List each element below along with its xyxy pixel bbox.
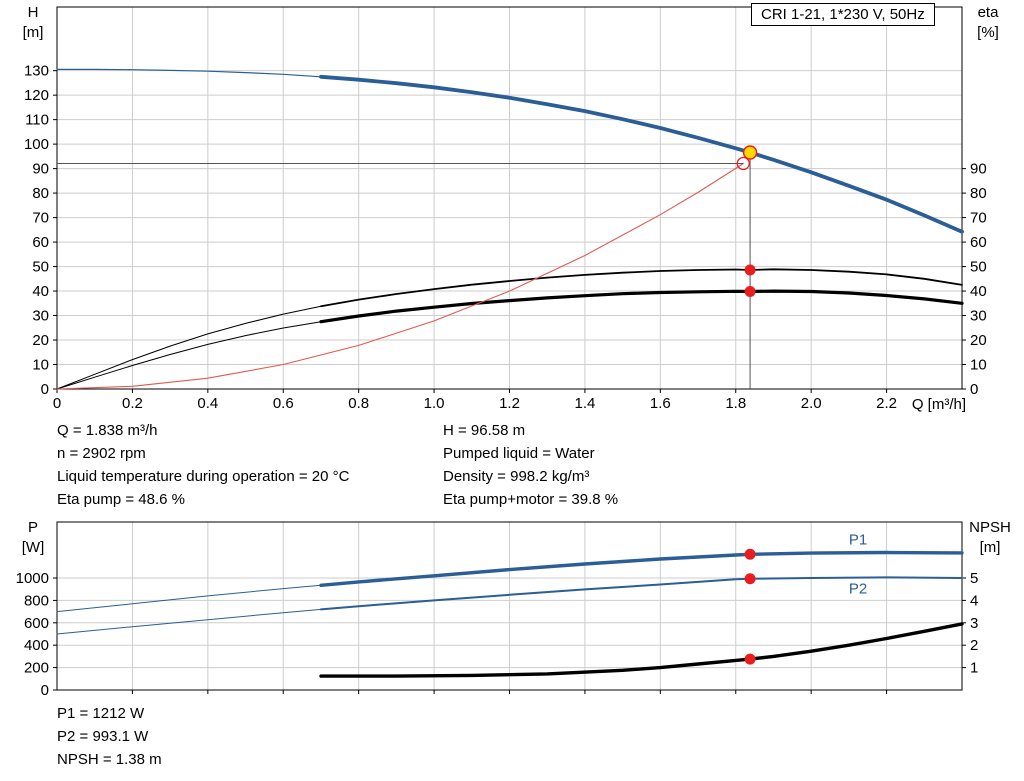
tick-label: 0 (970, 381, 978, 398)
duty-marker-red (744, 548, 756, 560)
tick-label: 600 (24, 615, 49, 632)
tick-label: 1000 (16, 570, 49, 587)
tick-label: 4 (970, 592, 978, 609)
duty-marker-red (744, 264, 756, 276)
npsh-axis-unit: [m] (979, 539, 1001, 556)
tick-label: 0.8 (348, 395, 369, 412)
tick-label: 1.6 (650, 395, 671, 412)
tick-label: 130 (24, 63, 49, 80)
series-label-P2: P2 (849, 581, 867, 598)
gridlines (57, 522, 962, 690)
tick-label: 800 (24, 592, 49, 609)
tick-label: 2.0 (801, 395, 822, 412)
tick-label: 0.6 (273, 395, 294, 412)
tick-label: 10 (970, 357, 987, 374)
info-q: Q = 1.838 m³/h (57, 422, 158, 439)
tick-label: 30 (32, 308, 49, 325)
bottom-left-axis-title: P [W] (12, 518, 54, 558)
head-efficiency-chart: 0 10 20 30 40 50 60 70 80 90 100 110 120 130 0 10 20 30 40… (24, 6, 987, 412)
info-pumped-liquid: Pumped liquid = Water (443, 445, 595, 462)
tick-label: 1.8 (725, 395, 746, 412)
tick-label: 110 (25, 112, 49, 129)
info-bottom-block: P1 = 1212 W P2 = 993.1 W NPSH = 1.38 m (57, 702, 162, 771)
info-eta-pump: Eta pump = 48.6 % (57, 491, 185, 508)
info-p1: P1 = 1212 W (57, 705, 145, 722)
top-right-axis-title: eta [%] (960, 3, 1016, 43)
tick-label: 0.4 (197, 395, 218, 412)
tick-label: 20 (970, 332, 987, 349)
tick-label: 120 (24, 87, 49, 104)
curve-system-curve (56, 162, 744, 390)
tick-label: 30 (970, 308, 987, 325)
info-density: Density = 998.2 kg/m³ (443, 468, 590, 485)
tick-label: 10 (32, 357, 49, 374)
info-npsh: NPSH = 1.38 m (57, 751, 162, 768)
tick-label: 60 (32, 234, 49, 251)
tick-label: 50 (32, 259, 49, 276)
axis-ticks: 0 10 20 30 40 50 60 70 80 90 100 110 120 130 0 10 20 30 40… (24, 63, 987, 412)
tick-label: 50 (970, 259, 987, 276)
tick-label: 1.2 (499, 395, 520, 412)
axis-ticks: 0 200 400 600 800 1000 1 2 3 4 5 (16, 570, 979, 699)
q-axis-label: Q [m³/h] (911, 396, 966, 413)
info-head: H = 96.58 m (443, 422, 526, 439)
tick-label: 90 (970, 161, 987, 178)
power-npsh-chart: 0 200 400 600 800 1000 1 2 3 4 5 P1 P2 (16, 521, 979, 699)
operating-point-marker[interactable] (742, 145, 758, 160)
gridlines (57, 7, 962, 389)
tick-label: 20 (32, 332, 49, 349)
curve-P2 (56, 576, 963, 635)
duty-marker-red (744, 573, 756, 585)
requested-duty-marker (736, 156, 750, 171)
bottom-right-axis-title: NPSH [m] (958, 518, 1022, 558)
eta-axis-title: eta (977, 4, 999, 21)
curve-H-curve (56, 68, 964, 234)
tick-label: 1.0 (424, 395, 445, 412)
tick-label: 2 (970, 637, 978, 654)
tick-label: 3 (970, 615, 978, 632)
tick-label: 1 (970, 660, 978, 677)
h-axis-title: H (27, 4, 39, 21)
tick-label: 0 (53, 395, 61, 412)
tick-label: 400 (24, 637, 49, 654)
tick-label: 2.2 (876, 395, 897, 412)
npsh-axis-title: NPSH (969, 519, 1011, 536)
eta-axis-unit: [%] (977, 24, 999, 41)
info-top-right-column: H = 96.58 m Pumped liquid = Water Densit… (443, 419, 618, 511)
tick-label: 80 (32, 185, 49, 202)
series-label-P1: P1 (849, 531, 867, 548)
info-eta-pump-motor: Eta pump+motor = 39.8 % (443, 491, 619, 508)
tick-label: 40 (970, 283, 987, 300)
tick-label: 0 (41, 381, 49, 398)
info-p2: P2 = 993.1 W (57, 728, 149, 745)
tick-label: 70 (970, 210, 987, 227)
curve-eta-pump-motor (56, 289, 964, 390)
duty-marker-red (744, 653, 756, 665)
tick-label: 5 (970, 570, 978, 587)
p-axis-title: P (27, 519, 38, 536)
tick-label: 60 (970, 234, 987, 251)
duty-marker-red (744, 286, 756, 298)
h-axis-unit: [m] (22, 24, 44, 41)
tick-label: 90 (32, 161, 49, 178)
tick-label: 0.2 (122, 395, 143, 412)
info-speed: n = 2902 rpm (57, 445, 146, 462)
tick-label: 1.4 (574, 395, 595, 412)
tick-label: 200 (24, 660, 49, 677)
curve-eta-pump (56, 268, 963, 390)
tick-label: 100 (24, 136, 49, 153)
tick-label: 0 (41, 682, 49, 699)
tick-label: 80 (970, 185, 987, 202)
curve-P1 (56, 550, 964, 613)
tick-label: 40 (32, 283, 49, 300)
pump-title-box: CRI 1-21, 1*230 V, 50Hz (751, 3, 935, 26)
info-liquid-temperature: Liquid temperature during operation = 20… (57, 468, 350, 485)
top-left-axis-title: H [m] (12, 3, 54, 43)
p-axis-unit: [W] (21, 539, 45, 556)
info-top-left-column: Q = 1.838 m³/h n = 2902 rpm Liquid tempe… (57, 419, 349, 511)
tick-label: 70 (32, 210, 49, 227)
curve-NPSH (319, 622, 964, 678)
